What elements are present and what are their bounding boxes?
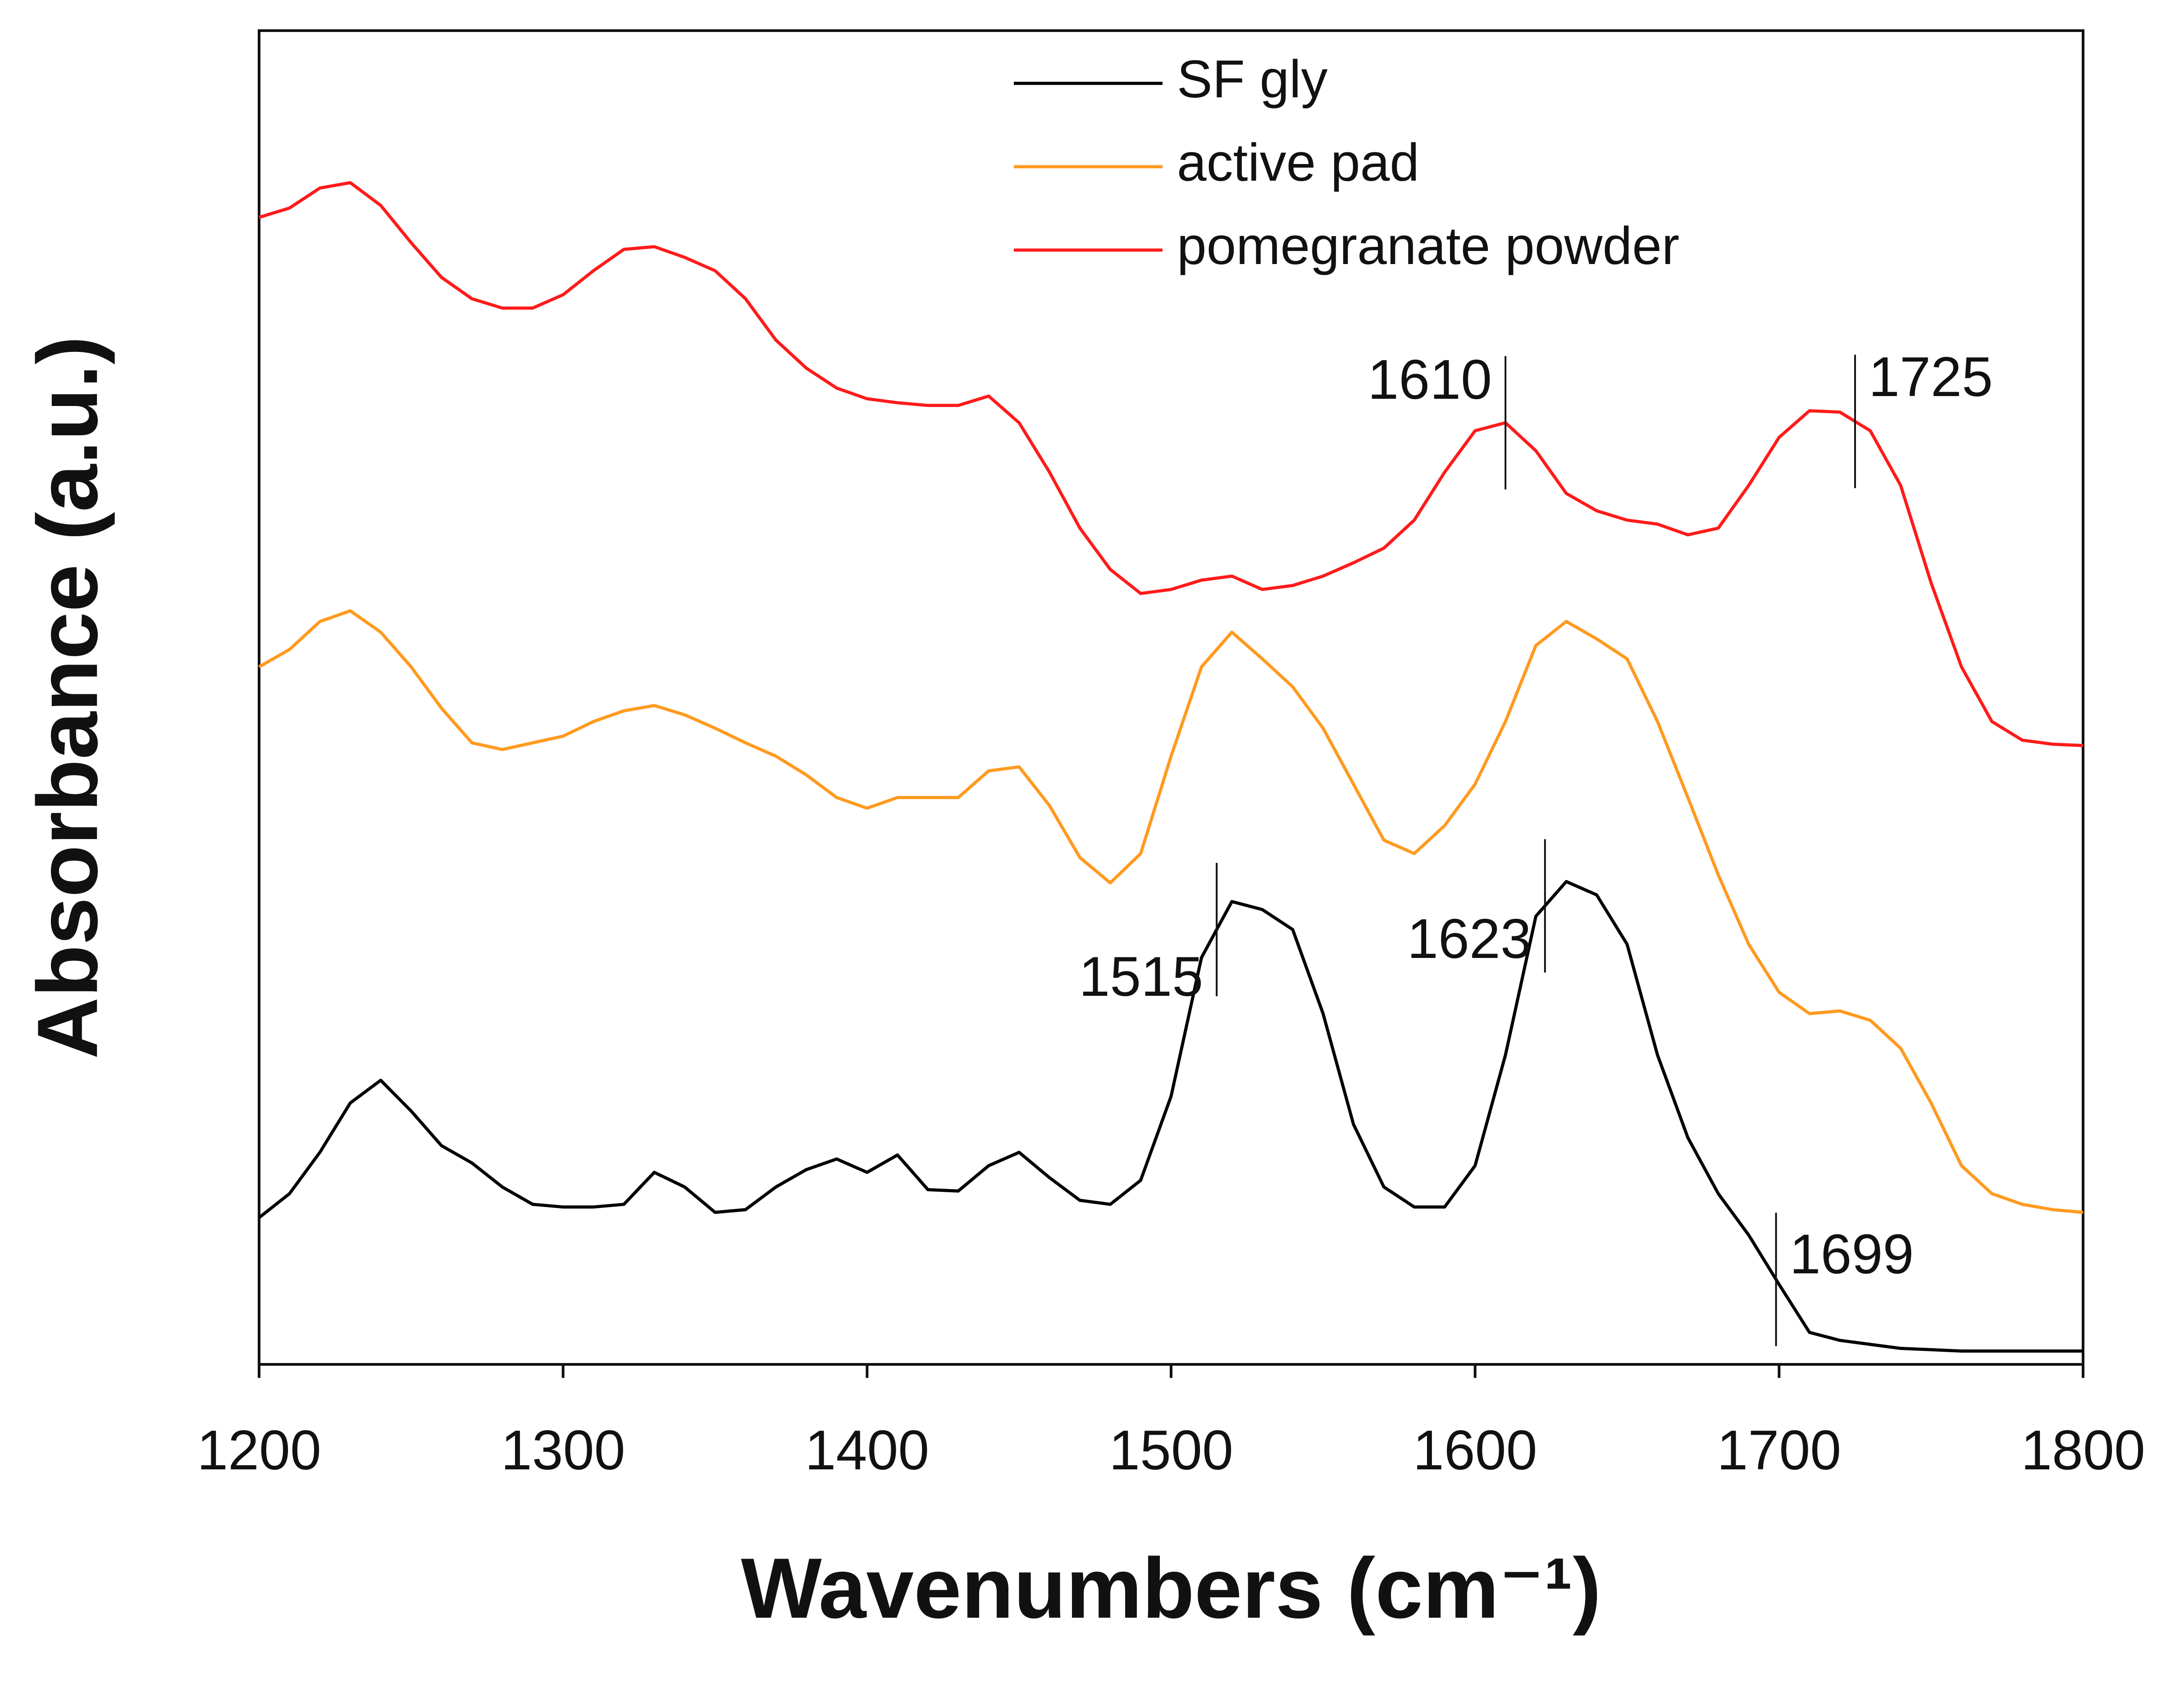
x-tick-label: 1300: [501, 1419, 625, 1482]
legend-label: SF gly: [1177, 50, 1327, 109]
plot-frame: [258, 29, 2084, 1366]
peak-label: 1623: [1407, 908, 1532, 970]
peak-label: 1699: [1790, 1223, 1914, 1286]
series-line: [258, 181, 2084, 748]
legend-label: active pad: [1177, 133, 1419, 192]
peak-label: 1725: [1869, 346, 1993, 408]
x-tick-label: 1800: [2021, 1419, 2145, 1482]
x-tick-label: 1200: [197, 1419, 321, 1482]
y-axis-title: Absorbance (a.u.): [20, 336, 115, 1059]
x-tick-label: 1400: [805, 1419, 929, 1482]
peak-label: 1515: [1079, 946, 1203, 1008]
x-tick-label: 1500: [1109, 1419, 1233, 1482]
x-axis-title: Wavenumbers (cm⁻¹): [741, 1541, 1601, 1636]
series-line: [258, 609, 2084, 1214]
peak-label: 1610: [1368, 349, 1492, 411]
legend-label: pomegranate powder: [1177, 216, 1679, 276]
series-line: [258, 880, 2083, 1353]
x-tick-label: 1700: [1717, 1419, 1841, 1482]
x-tick-label: 1600: [1413, 1419, 1537, 1482]
